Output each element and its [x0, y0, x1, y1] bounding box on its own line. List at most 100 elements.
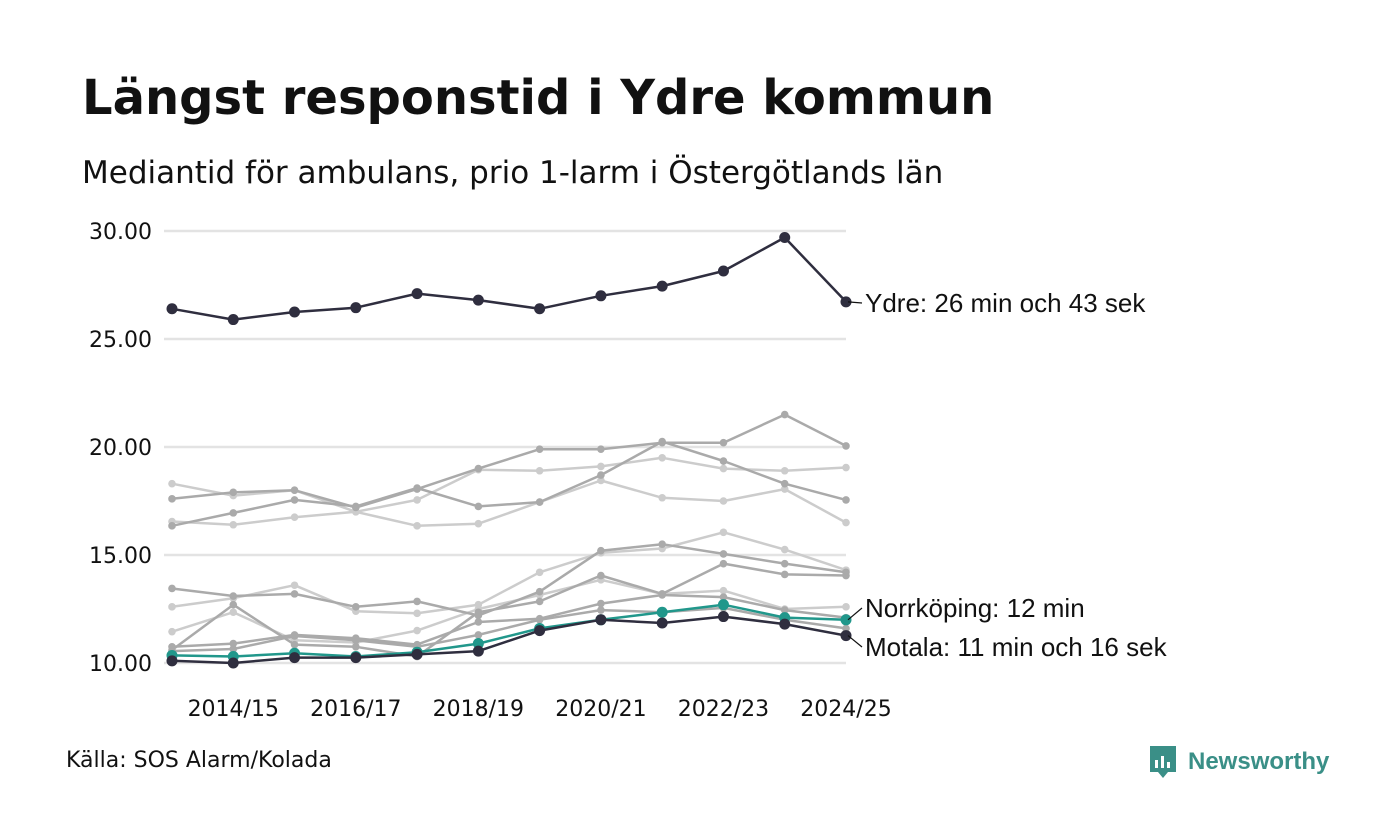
series-line-kommun-b — [171, 440, 847, 528]
data-point-kommun-d — [474, 519, 483, 528]
data-point-motala — [411, 648, 423, 660]
data-point-kommun-d — [290, 513, 299, 521]
series-label-norrk-ping: Norrköping: 12 min — [865, 593, 1085, 623]
data-point-ydre — [289, 306, 301, 318]
data-point-kommun-h — [842, 603, 850, 611]
data-point-kommun-d — [229, 520, 238, 529]
data-point-ydre — [717, 265, 729, 277]
label-leader-motala — [847, 635, 863, 648]
data-point-kommun-a — [535, 445, 544, 453]
label-leader-ydre — [847, 301, 863, 304]
x-tick-label: 2014/15 — [188, 697, 279, 722]
data-point-kommun-e — [535, 587, 544, 596]
data-point-ydre — [779, 231, 791, 243]
data-point-kommun-g — [413, 609, 421, 618]
data-point-kommun-e — [658, 540, 666, 548]
y-tick-label: 15.00 — [89, 544, 152, 569]
data-point-norrk-ping — [472, 638, 484, 650]
x-tick-label: 2016/17 — [310, 697, 401, 722]
data-point-kommun-f — [597, 571, 605, 580]
source-note: Källa: SOS Alarm/Kolada — [66, 748, 332, 773]
data-point-kommun-j — [597, 606, 605, 614]
data-point-kommun-j — [535, 616, 544, 624]
data-point-motala — [227, 657, 239, 669]
data-point-motala — [534, 625, 546, 637]
data-point-kommun-e — [780, 559, 789, 568]
data-point-kommun-f — [290, 640, 299, 649]
data-point-kommun-a — [780, 410, 789, 419]
data-point-kommun-g — [719, 528, 728, 537]
data-point-kommun-j — [290, 632, 299, 640]
data-point-motala — [472, 645, 484, 657]
y-axis-ticks: 10.00 15.00 20.00 25.00 30.00 — [89, 220, 152, 677]
series-line-kommun-i — [171, 593, 847, 649]
data-point-kommun-b — [290, 496, 299, 504]
data-point-kommun-g — [535, 568, 544, 577]
data-point-kommun-b — [658, 437, 666, 446]
series-line-kommun-a — [171, 413, 847, 509]
series-line-norrk-ping — [171, 603, 847, 658]
data-point-kommun-b — [719, 457, 728, 465]
x-axis-ticks: 2014/15 2016/17 2018/19 2020/21 2022/23 2024/… — [188, 697, 892, 722]
data-point-kommun-f — [780, 570, 789, 579]
data-point-kommun-b — [535, 498, 544, 506]
series-ydre — [166, 231, 852, 326]
data-point-kommun-j — [352, 636, 360, 645]
data-point-kommun-b — [168, 522, 176, 530]
data-point-kommun-i — [229, 639, 238, 648]
data-point-motala — [595, 614, 607, 626]
data-point-kommun-f — [842, 571, 850, 580]
series-label-ydre: Ydre: 26 min och 43 sek — [865, 288, 1146, 318]
chart-subtitle: Mediantid för ambulans, prio 1-larm i Ös… — [82, 155, 944, 191]
data-point-ydre — [472, 294, 484, 306]
x-tick-label: 2022/23 — [678, 697, 769, 722]
data-point-kommun-a — [168, 495, 176, 503]
series-line-kommun-d — [171, 479, 847, 528]
data-point-kommun-i — [780, 606, 789, 614]
data-point-kommun-a — [229, 488, 238, 497]
data-point-kommun-b — [780, 479, 789, 488]
data-point-kommun-c — [413, 496, 421, 504]
data-point-kommun-f — [535, 597, 544, 606]
series-kommun-c — [168, 454, 850, 516]
data-point-kommun-i — [597, 599, 605, 608]
data-point-motala — [840, 630, 852, 642]
data-point-kommun-j — [229, 645, 238, 653]
data-point-kommun-a — [474, 464, 483, 473]
data-point-kommun-d — [413, 522, 421, 530]
data-point-kommun-i — [719, 593, 728, 601]
data-point-kommun-d — [842, 518, 850, 527]
data-point-kommun-a — [597, 445, 605, 453]
label-leader-norrk-ping — [847, 607, 863, 621]
data-point-kommun-f — [229, 600, 238, 609]
chart-title: Längst responstid i Ydre kommun — [82, 70, 995, 126]
data-point-kommun-b — [842, 496, 850, 504]
data-point-kommun-c — [842, 463, 850, 472]
data-point-kommun-e — [719, 550, 728, 558]
data-point-kommun-c — [168, 479, 176, 488]
data-point-kommun-e — [352, 603, 360, 611]
data-point-ydre — [411, 288, 423, 300]
data-point-kommun-a — [719, 438, 728, 447]
newsworthy-logo: Newsworthy — [1148, 744, 1329, 780]
data-point-norrk-ping — [840, 614, 852, 626]
data-point-ydre — [595, 290, 607, 302]
data-point-motala — [779, 618, 791, 630]
data-point-motala — [717, 611, 729, 623]
series-labels: Ydre: 26 min och 43 sek Norrköping: 12 mi… — [847, 288, 1168, 662]
data-point-kommun-e — [229, 592, 238, 600]
data-point-kommun-e — [413, 597, 421, 606]
data-point-kommun-g — [290, 581, 299, 590]
series-kommun-e — [168, 540, 850, 620]
data-point-ydre — [534, 303, 546, 315]
data-point-kommun-i — [658, 591, 666, 599]
series-motala — [166, 611, 852, 669]
data-point-kommun-b — [229, 509, 238, 517]
data-point-kommun-g — [780, 545, 789, 554]
grid-lines — [164, 229, 846, 665]
x-tick-label: 2024/25 — [800, 697, 891, 722]
data-point-norrk-ping — [717, 599, 729, 611]
series-label-motala: Motala: 11 min och 16 sek — [865, 632, 1168, 662]
data-point-kommun-f — [719, 559, 728, 568]
data-point-kommun-c — [780, 466, 789, 475]
